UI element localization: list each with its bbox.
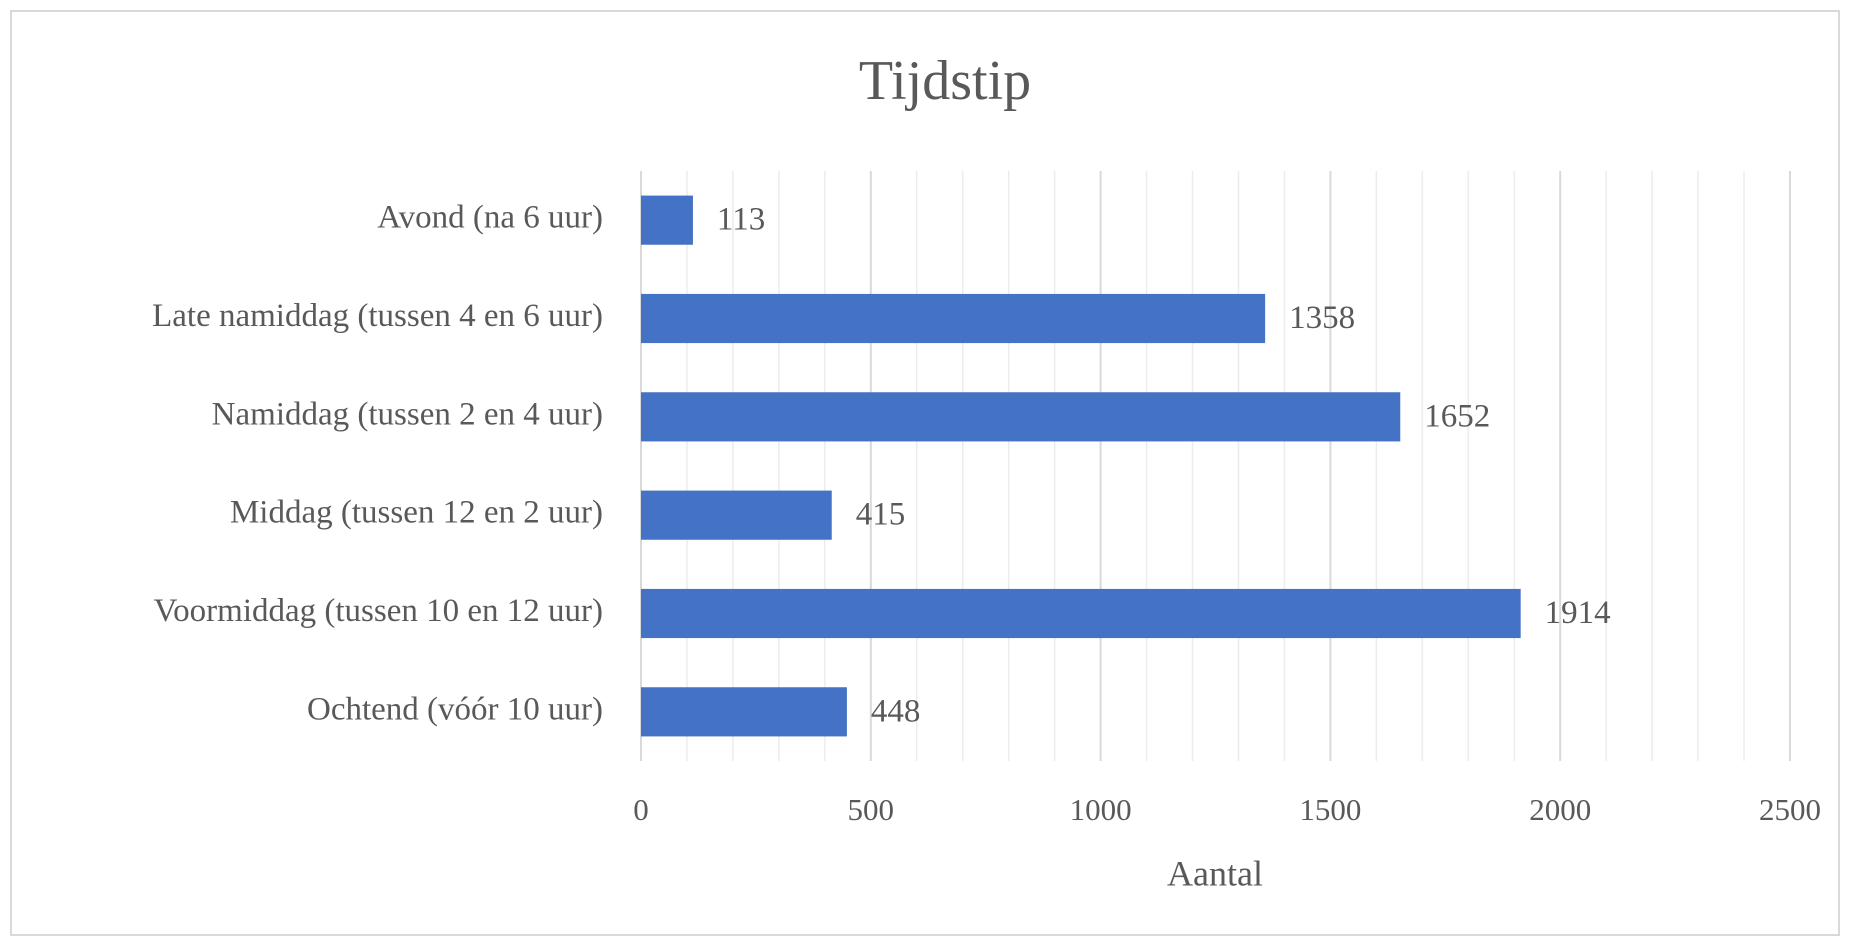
data-label: 448 — [871, 693, 921, 729]
chart-border — [10, 10, 1840, 936]
data-label: 1914 — [1545, 595, 1611, 631]
bar — [641, 588, 1521, 639]
y-tick-label: Late namiddag (tussen 4 en 6 uur) — [152, 298, 603, 334]
x-tick-label: 2000 — [1529, 792, 1591, 827]
y-tick-label: Avond (na 6 uur) — [377, 200, 603, 236]
bar — [641, 293, 1266, 344]
x-axis-label: Aantal — [1167, 853, 1263, 893]
x-tick-label: 0 — [633, 792, 649, 827]
x-tick-label: 2500 — [1759, 792, 1821, 827]
x-tick-label: 500 — [848, 792, 895, 827]
data-label: 113 — [717, 202, 765, 238]
y-tick-label: Ochtend (vóór 10 uur) — [307, 691, 603, 727]
bar — [641, 195, 693, 245]
y-tick-label: Namiddag (tussen 2 en 4 uur) — [212, 396, 603, 432]
y-tick-label: Voormiddag (tussen 10 en 12 uur) — [154, 593, 603, 629]
data-label: 1652 — [1424, 398, 1490, 434]
bar — [641, 392, 1401, 442]
data-label: 1358 — [1289, 300, 1355, 336]
x-tick-label: 1500 — [1299, 792, 1361, 827]
bar — [641, 490, 832, 540]
bar — [641, 687, 847, 737]
chart-title: Tijdstip — [859, 50, 1031, 112]
y-tick-label: Middag (tussen 12 en 2 uur) — [230, 495, 603, 531]
x-tick-label: 1000 — [1070, 792, 1132, 827]
data-label: 415 — [856, 497, 906, 533]
